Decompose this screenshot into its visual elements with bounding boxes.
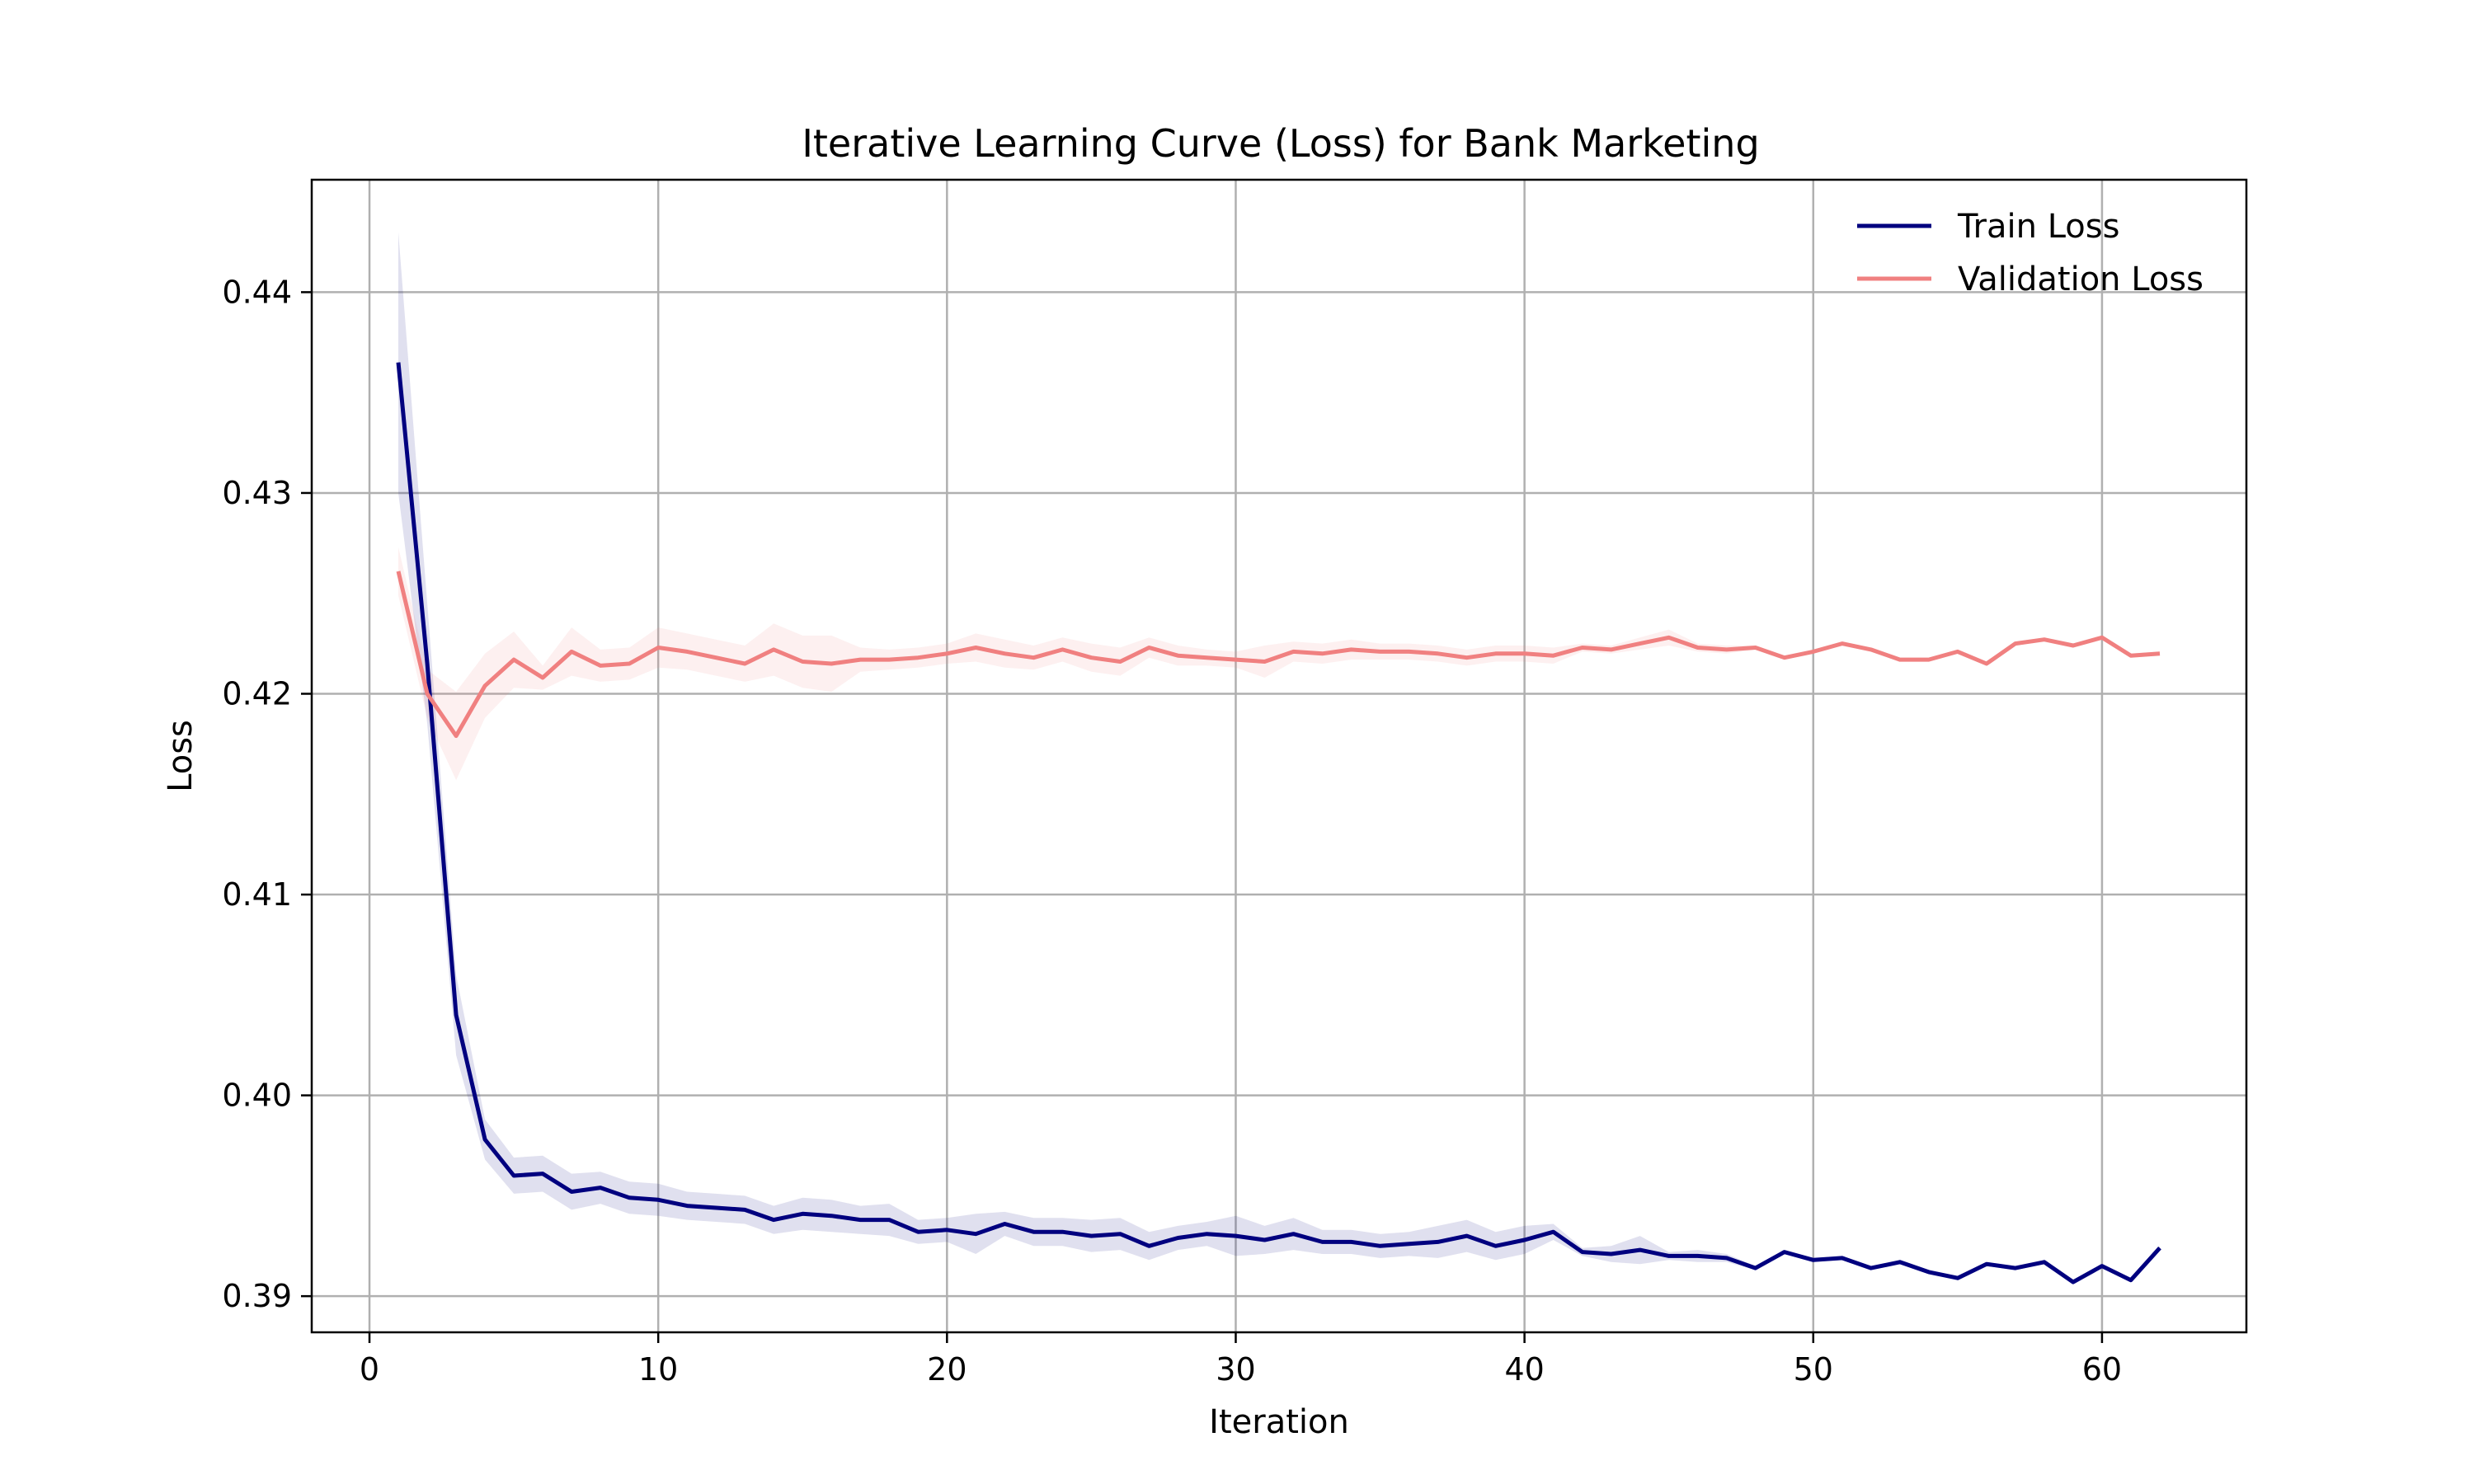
y-tick-label: 0.44 bbox=[222, 274, 292, 310]
validation-loss-band bbox=[398, 547, 2160, 781]
x-tick-label: 50 bbox=[1794, 1351, 1833, 1388]
y-tick-label: 0.43 bbox=[222, 475, 292, 511]
x-tick-label: 60 bbox=[2082, 1351, 2122, 1388]
grid bbox=[312, 180, 2246, 1332]
plot-frame bbox=[310, 178, 2248, 1334]
validation-loss-line bbox=[396, 571, 2161, 739]
y-tick-label: 0.40 bbox=[222, 1078, 292, 1114]
train-loss-line bbox=[396, 362, 2161, 1284]
confidence-bands bbox=[398, 232, 2160, 1284]
plot-background bbox=[312, 180, 2246, 1332]
train-loss-band bbox=[398, 232, 2160, 1284]
chart-title: Iterative Learning Curve (Loss) for Bank… bbox=[802, 121, 1759, 166]
x-tick-label: 20 bbox=[927, 1351, 967, 1388]
x-tick-label: 30 bbox=[1216, 1351, 1255, 1388]
legend: Train Loss Validation Loss bbox=[1857, 208, 2204, 298]
y-tick-label: 0.39 bbox=[222, 1278, 292, 1314]
y-axis-label: Loss bbox=[162, 720, 200, 792]
x-axis-ticks: 0 10 20 30 40 50 60 bbox=[360, 1332, 2122, 1388]
series-lines bbox=[396, 362, 2161, 1284]
legend-label-train-loss: Train Loss bbox=[1957, 208, 2119, 246]
x-tick-label: 10 bbox=[638, 1351, 678, 1388]
y-tick-label: 0.42 bbox=[222, 675, 292, 711]
legend-label-validation-loss: Validation Loss bbox=[1958, 261, 2204, 298]
x-axis-label: Iteration bbox=[1209, 1403, 1349, 1441]
x-tick-label: 40 bbox=[1504, 1351, 1544, 1388]
plot-area bbox=[310, 178, 2248, 1334]
x-tick-label: 0 bbox=[360, 1351, 379, 1388]
y-tick-label: 0.41 bbox=[222, 876, 292, 913]
y-axis-ticks: 0.39 0.40 0.41 0.42 0.43 0.44 bbox=[222, 274, 312, 1314]
